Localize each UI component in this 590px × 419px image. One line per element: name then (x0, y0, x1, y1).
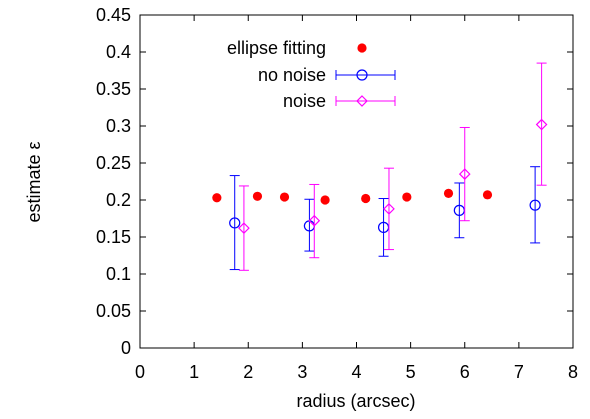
data-point (308, 214, 321, 227)
data-point (535, 118, 548, 131)
x-tick-label: 5 (406, 362, 416, 382)
data-point (402, 192, 412, 202)
legend-label: noise (283, 91, 326, 111)
y-axis-title: estimate ε (24, 141, 44, 222)
data-point (238, 222, 250, 234)
y-tick-label: 0.05 (96, 301, 131, 321)
legend-label: no noise (258, 65, 326, 85)
y-tick-label: 0.35 (96, 79, 131, 99)
ticks: 0 1 2 3 4 5 6 7 8 0 0.05 0.1 0.15 0.2 0.25 0.3 0.35 0.4 0.… (96, 5, 578, 382)
x-axis-title: radius (arcsec) (296, 391, 415, 411)
y-tick-label: 0.4 (106, 42, 131, 62)
data-point (252, 191, 263, 201)
data-point (529, 199, 541, 211)
data-point (443, 188, 454, 198)
x-tick-label: 6 (460, 362, 470, 382)
legend-label: ellipse fitting (227, 38, 326, 58)
data-point (320, 195, 330, 205)
series-no-noise (229, 166, 541, 271)
y-tick-label: 0.15 (96, 227, 131, 247)
data-point (279, 192, 290, 202)
y-tick-label: 0.25 (96, 153, 131, 173)
legend-marker (356, 95, 368, 107)
data-point (482, 190, 493, 200)
y-tick-label: 0.3 (106, 116, 131, 136)
x-tick-label: 8 (568, 362, 578, 382)
x-tick-label: 1 (189, 362, 199, 382)
x-tick-label: 7 (514, 362, 524, 382)
y-tick-label: 0 (121, 338, 131, 358)
plot-frame (139, 14, 574, 349)
y-tick-label: 0.45 (96, 5, 131, 25)
y-tick-label: 0.2 (106, 190, 131, 210)
series-noise (238, 62, 548, 271)
x-tick-label: 4 (351, 362, 361, 382)
legend-marker (356, 69, 368, 81)
data-point (212, 193, 222, 203)
data-point (229, 217, 241, 229)
legend: ellipse fitting no noise noise (227, 38, 396, 111)
x-tick-label: 3 (297, 362, 307, 382)
series-ellipse-fitting (212, 188, 493, 205)
data-point (458, 168, 471, 180)
x-tick-label: 0 (135, 362, 145, 382)
y-tick-label: 0.1 (106, 264, 131, 284)
legend-marker (357, 43, 367, 53)
x-tick-label: 2 (243, 362, 253, 382)
data-point (361, 193, 371, 204)
data-points (212, 62, 548, 271)
data-point (383, 203, 395, 215)
